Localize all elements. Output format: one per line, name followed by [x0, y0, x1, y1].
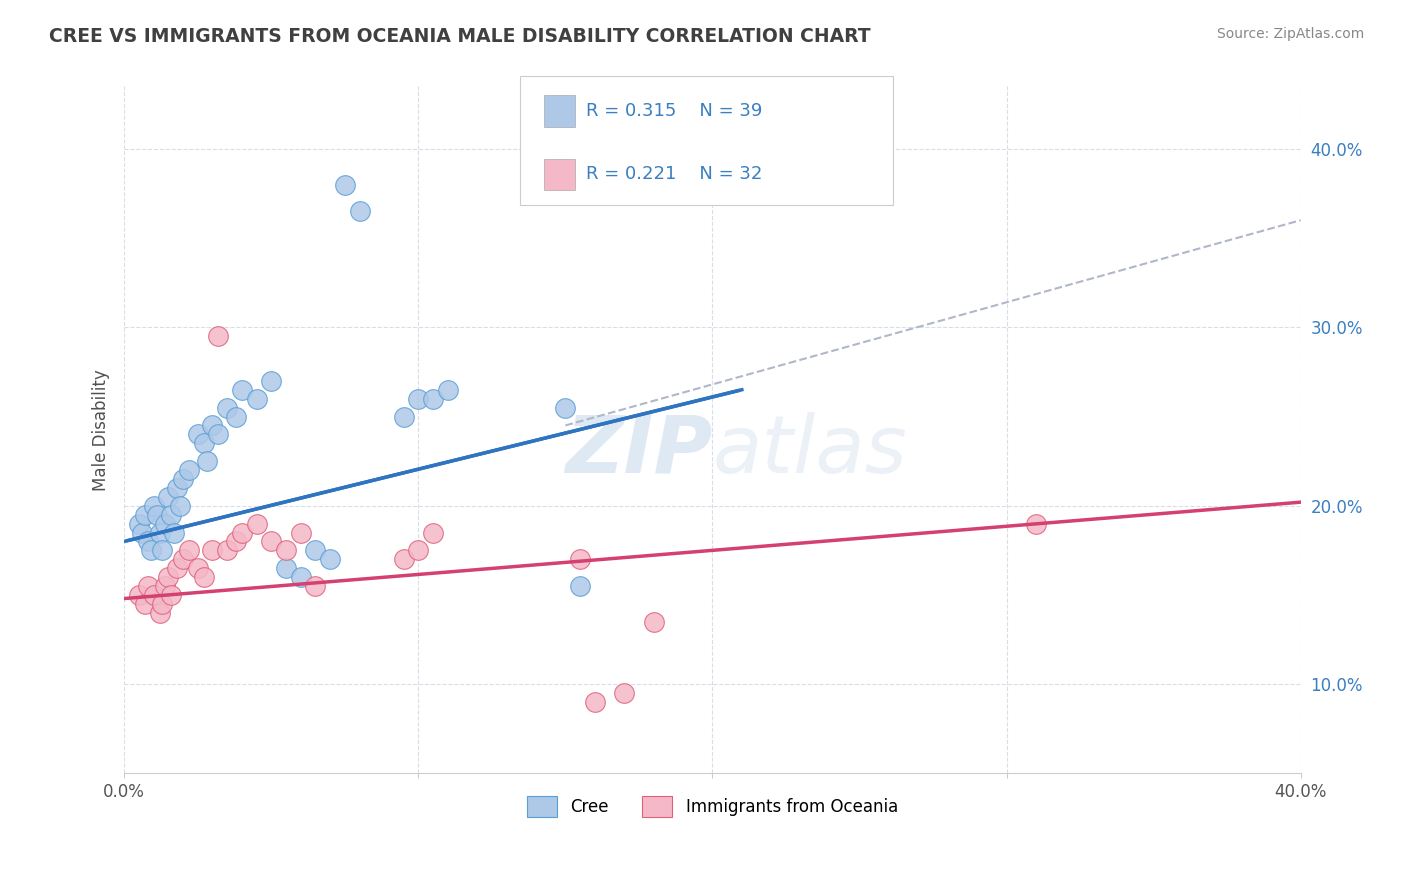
- Point: [231, 525, 253, 540]
- Point: [613, 686, 636, 700]
- Point: [160, 508, 183, 522]
- Point: [217, 543, 239, 558]
- Point: [201, 418, 224, 433]
- Point: [152, 543, 174, 558]
- Point: [207, 427, 229, 442]
- Point: [583, 695, 606, 709]
- Point: [245, 392, 267, 406]
- Point: [260, 374, 283, 388]
- Point: [643, 615, 665, 629]
- Point: [177, 543, 200, 558]
- Point: [392, 552, 415, 566]
- Point: [245, 516, 267, 531]
- Point: [128, 516, 150, 531]
- Point: [148, 525, 170, 540]
- Point: [136, 534, 159, 549]
- Point: [290, 525, 312, 540]
- Point: [217, 401, 239, 415]
- Point: [1025, 516, 1047, 531]
- Point: [187, 561, 209, 575]
- Text: R = 0.221    N = 32: R = 0.221 N = 32: [586, 165, 762, 183]
- Point: [231, 383, 253, 397]
- Point: [142, 588, 165, 602]
- Point: [172, 552, 194, 566]
- Point: [155, 579, 177, 593]
- Point: [163, 525, 186, 540]
- Point: [422, 525, 444, 540]
- Point: [290, 570, 312, 584]
- Text: Source: ZipAtlas.com: Source: ZipAtlas.com: [1216, 27, 1364, 41]
- Point: [569, 579, 592, 593]
- Point: [187, 427, 209, 442]
- Point: [166, 561, 188, 575]
- Y-axis label: Male Disability: Male Disability: [93, 369, 110, 491]
- Point: [172, 472, 194, 486]
- Point: [349, 204, 371, 219]
- Point: [225, 534, 247, 549]
- Point: [422, 392, 444, 406]
- Text: R = 0.315    N = 39: R = 0.315 N = 39: [586, 102, 762, 120]
- Point: [157, 570, 180, 584]
- Point: [152, 597, 174, 611]
- Point: [139, 543, 162, 558]
- Text: atlas: atlas: [713, 411, 907, 490]
- Point: [554, 401, 576, 415]
- Point: [155, 516, 177, 531]
- Point: [193, 436, 215, 450]
- Point: [274, 561, 297, 575]
- Point: [436, 383, 458, 397]
- Point: [145, 508, 167, 522]
- Point: [166, 481, 188, 495]
- Text: CREE VS IMMIGRANTS FROM OCEANIA MALE DISABILITY CORRELATION CHART: CREE VS IMMIGRANTS FROM OCEANIA MALE DIS…: [49, 27, 870, 45]
- Point: [128, 588, 150, 602]
- Point: [319, 552, 342, 566]
- Point: [169, 499, 191, 513]
- Point: [569, 552, 592, 566]
- Point: [195, 454, 218, 468]
- Point: [160, 588, 183, 602]
- Point: [304, 579, 326, 593]
- Point: [136, 579, 159, 593]
- Point: [142, 499, 165, 513]
- Point: [131, 525, 153, 540]
- Point: [201, 543, 224, 558]
- Legend: Cree, Immigrants from Oceania: Cree, Immigrants from Oceania: [520, 789, 904, 823]
- Point: [333, 178, 356, 192]
- Text: ZIP: ZIP: [565, 411, 713, 490]
- Point: [408, 392, 430, 406]
- Point: [225, 409, 247, 424]
- Point: [177, 463, 200, 477]
- Point: [304, 543, 326, 558]
- Point: [392, 409, 415, 424]
- Point: [207, 329, 229, 343]
- Point: [134, 597, 156, 611]
- Point: [148, 606, 170, 620]
- Point: [134, 508, 156, 522]
- Point: [408, 543, 430, 558]
- Point: [274, 543, 297, 558]
- Point: [193, 570, 215, 584]
- Point: [157, 490, 180, 504]
- Point: [260, 534, 283, 549]
